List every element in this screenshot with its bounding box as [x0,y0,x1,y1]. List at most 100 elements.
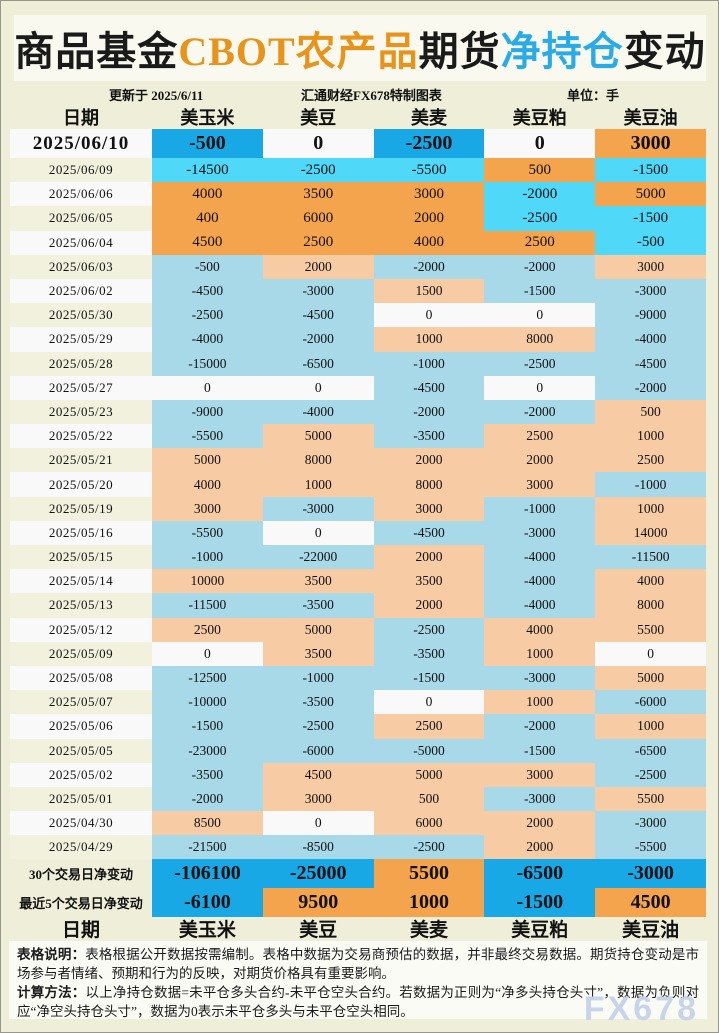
date-cell: 2025/05/30 [10,303,152,328]
column-header: 日期 [63,108,99,128]
table-row: 2025/05/27 0 0 -4500 0 -2000 [10,375,706,400]
value-cell: -2500 [484,206,596,231]
column-header: 美玉米 [178,920,236,941]
value-cell: 1000 [484,690,596,715]
value-cell: -1000 [484,496,596,521]
value-cell: 3500 [373,569,485,594]
value-cell: -4500 [595,351,706,376]
value-cell: 0 [262,811,374,836]
value-cell: 0 [262,129,374,158]
value-cell: -1500 [484,278,596,304]
value-cell: -1500 [595,158,706,183]
fx678-watermark: FX678 [583,990,699,1028]
value-cell: 5000 [262,424,374,449]
value-cell: 5000 [262,617,374,642]
date-cell: 2025/05/19 [10,496,152,521]
value-cell: -5500 [595,835,706,860]
value-cell: 2500 [595,448,706,473]
table-header-row: 日期 美玉米 美豆 美麦 美豆粕 美豆油 [10,105,706,129]
value-cell: -2000 [373,399,485,425]
value-cell: -1500 [373,665,485,691]
value-cell: -6000 [262,738,374,763]
value-cell: 1000 [484,641,596,666]
source-label: 汇通财经FX678特制图表 [301,88,442,103]
value-cell: 0 [262,520,374,545]
date-cell: 2025/05/14 [10,569,152,594]
date-cell: 2025/05/28 [10,351,152,376]
value-cell: 2000 [262,254,374,279]
value-cell: -4500 [152,278,263,304]
value-cell: 2000 [373,545,485,570]
value-cell: -2500 [373,129,485,158]
table-row: 2025/04/29 -21500 -8500 -2500 2000 -5500 [10,835,706,860]
value-cell: 3500 [262,641,374,666]
value-cell: -4000 [484,593,596,618]
date-cell: 2025/06/06 [10,182,152,207]
value-cell: -2500 [262,714,374,739]
note-method: 计算方法：以上净持仓数据=未平仓多头合约-未平仓空头合约。若数据为正则为“净多头… [17,983,699,1021]
table-row: 2025/05/19 3000 -3000 3000 -1000 1000 [10,496,706,521]
table-row: 2025/05/22 -5500 5000 -3500 2500 1000 [10,424,706,449]
summary-value: 1000 [373,888,485,918]
value-cell: -3500 [152,762,263,787]
value-cell: 8000 [262,448,374,473]
value-cell: -5000 [373,738,485,763]
value-cell: -1000 [152,545,263,570]
date-cell: 2025/06/10 [10,129,152,158]
value-cell: 3500 [262,569,374,594]
value-cell: -12500 [152,665,263,691]
value-cell: 8000 [595,593,706,618]
value-cell: -500 [152,254,263,279]
value-cell: 1000 [595,714,706,739]
value-cell: 400 [152,206,263,231]
value-cell: 0 [484,303,596,328]
value-cell: -9000 [152,399,263,425]
table-row: 2025/05/07 -10000 -3500 0 1000 -6000 [10,690,706,715]
table-row: 2025/05/12 2500 5000 -2500 4000 5500 [10,617,706,642]
date-cell: 2025/04/30 [10,811,152,836]
table-row: 2025/06/05 400 6000 2000 -2500 -1500 [10,206,706,231]
note-description-text: 表格根据公开数据按需编制。表格中数据为交易商预估的数据，并非最终交易数据。期货持… [17,947,700,981]
summary-value: 4500 [595,888,706,918]
value-cell: 3000 [484,762,596,787]
summary-value: -3000 [595,859,706,889]
value-cell: 2500 [484,424,596,449]
value-cell: 3500 [262,182,374,207]
value-cell: 8000 [484,327,596,352]
value-cell: 3000 [262,786,374,812]
value-cell: 3000 [484,472,596,497]
summary-value: -6100 [152,888,263,918]
value-cell: -3000 [595,278,706,304]
date-cell: 2025/06/05 [10,206,152,231]
value-cell: 5000 [152,448,263,473]
value-cell: -1500 [484,738,596,763]
table-row: 2025/05/06 -1500 -2500 2500 -2000 1000 [10,714,706,739]
date-cell: 2025/06/02 [10,278,152,304]
value-cell: -4000 [484,569,596,594]
summary-value: -1500 [484,888,596,918]
table-row: 2025/06/03 -500 2000 -2000 -2000 3000 [10,254,706,279]
column-header: 美豆 [300,108,337,128]
title-segment: 商品基金 [14,29,179,74]
note-method-label: 计算方法： [17,985,86,1000]
value-cell: -22000 [262,545,374,570]
value-cell: -500 [152,129,263,158]
value-cell: -1000 [373,351,485,376]
value-cell: -6500 [595,738,706,763]
value-cell: 4500 [152,230,263,255]
table-row: 2025/05/08 -12500 -1000 -1500 -3000 5000 [10,665,706,691]
table-row: 2025/05/02 -3500 4500 5000 3000 -2500 [10,762,706,787]
table-row: 2025/05/09 0 3500 -3500 1000 0 [10,641,706,666]
value-cell: -3500 [373,424,485,449]
value-cell: -6500 [262,351,374,376]
column-header: 美玉米 [180,108,235,128]
column-header: 美豆粕 [511,920,569,941]
column-header: 美麦 [409,920,448,941]
value-cell: -5500 [373,158,485,183]
date-cell: 2025/05/20 [10,472,152,497]
column-header: 美豆油 [623,108,678,128]
date-cell: 2025/05/22 [10,424,152,449]
value-cell: 2000 [373,206,485,231]
value-cell: -21500 [152,835,263,860]
value-cell: 14000 [595,520,706,545]
